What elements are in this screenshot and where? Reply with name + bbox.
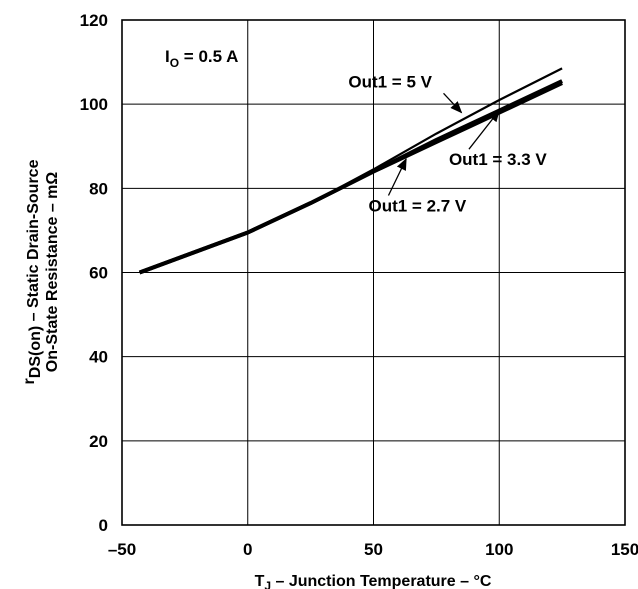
x-axis-label-subscript: J (264, 579, 271, 589)
x-axis-label-rest: – Junction Temperature – °C (271, 573, 492, 589)
condition-rest: = 0.5 A (179, 47, 238, 66)
y-axis-label-line1: rDS(on) – Static Drain-Source (21, 159, 44, 384)
x-tick-label: –50 (108, 540, 136, 559)
y-tick-label: 80 (89, 179, 108, 198)
annotation-rest: = 3.3 V (488, 150, 548, 169)
condition-label: IO = 0.5 A (165, 47, 238, 70)
y-tick-label: 100 (80, 95, 108, 114)
y-axis-label-subscript: DS(on) (27, 326, 44, 378)
x-tick-label: 0 (243, 540, 252, 559)
y-tick-label: 60 (89, 264, 108, 283)
annotation-arrow (468, 109, 500, 150)
y-axis-label-line2: On-State Resistance – mΩ (44, 172, 61, 373)
annotation-main: Out1 (348, 72, 387, 91)
x-tick-label: 100 (485, 540, 513, 559)
annotation-label: Out1 = 2.7 V (368, 196, 466, 215)
annotation-label: Out1 = 5 V (348, 72, 432, 91)
annotation-label: Out1 = 3.3 V (449, 150, 547, 169)
y-tick-label: 0 (99, 516, 108, 535)
series-lines (138, 67, 563, 275)
y-tick-label: 20 (89, 432, 108, 451)
annotation-rest: = 2.7 V (407, 196, 467, 215)
annotation-arrow (387, 157, 407, 196)
annotation-main: Out1 (368, 196, 407, 215)
y-axis-label-r: r (21, 378, 38, 384)
x-tick-labels: –50 0 50 100 150 (108, 540, 638, 559)
x-axis-label: TJ – Junction Temperature – °C (255, 573, 492, 589)
y-tick-label: 40 (89, 348, 108, 367)
series-line (139, 67, 563, 274)
annotation-main: Out1 (449, 150, 488, 169)
condition-main: I (165, 47, 170, 66)
condition-subscript: O (170, 56, 179, 70)
y-axis-label-rest: – Static Drain-Source (25, 159, 42, 325)
x-tick-label: 50 (364, 540, 383, 559)
y-tick-label: 120 (80, 11, 108, 30)
y-tick-labels: 0 20 40 60 80 100 120 (80, 11, 108, 535)
series-line (138, 79, 563, 275)
grid (122, 20, 625, 525)
x-tick-label: 150 (611, 540, 638, 559)
x-axis-label-main: T (255, 573, 265, 589)
annotation-arrow (443, 92, 463, 114)
annotation-rest: = 5 V (387, 72, 433, 91)
